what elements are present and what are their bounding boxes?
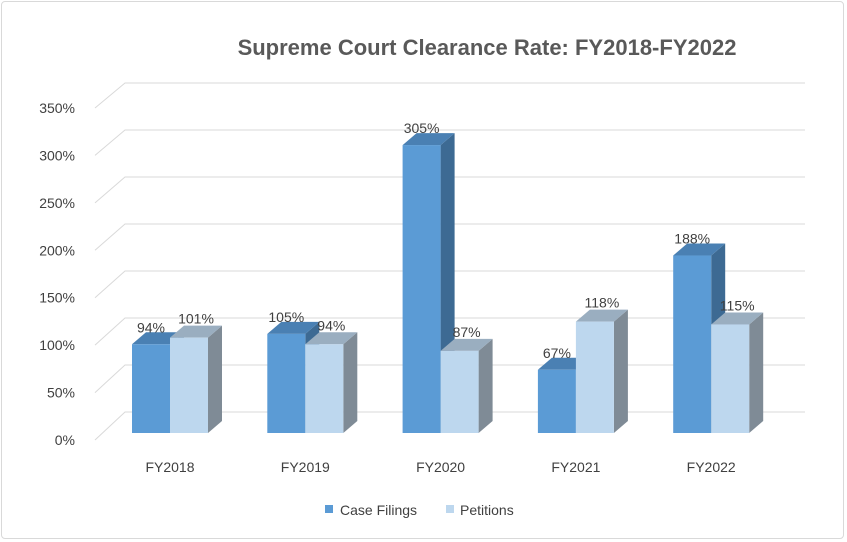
legend-label-case-filings: Case Filings bbox=[340, 502, 417, 518]
bar-top bbox=[673, 243, 726, 256]
bar-petitions bbox=[711, 324, 750, 433]
y-tick-label: 150% bbox=[39, 290, 75, 306]
data-label: 305% bbox=[404, 120, 440, 136]
bar-top bbox=[575, 309, 628, 322]
x-tick-label: FY2020 bbox=[416, 459, 465, 475]
x-tick-label: FY2021 bbox=[551, 459, 600, 475]
legend-swatch-case-filings bbox=[325, 505, 333, 513]
data-label: 87% bbox=[453, 324, 481, 340]
x-axis: FY2018 FY2019 FY2020 FY2021 FY2022 bbox=[145, 459, 735, 475]
legend-swatch-petitions bbox=[446, 505, 454, 513]
bar-side bbox=[208, 325, 222, 433]
gridline bbox=[94, 129, 805, 156]
gridline bbox=[94, 82, 805, 109]
data-label: 94% bbox=[317, 317, 345, 333]
chart-title: Supreme Court Clearance Rate: FY2018-FY2… bbox=[238, 35, 737, 60]
bar-case-filings bbox=[132, 344, 170, 433]
x-tick-label: FY2018 bbox=[145, 459, 194, 475]
bar-side bbox=[613, 309, 628, 433]
y-tick-label: 200% bbox=[39, 242, 75, 258]
y-axis: 0% 50% 100% 150% 200% 250% 300% 350% bbox=[39, 100, 75, 448]
gridline bbox=[94, 176, 805, 204]
legend-label-petitions: Petitions bbox=[460, 502, 514, 518]
gridline bbox=[94, 223, 805, 251]
data-label: 188% bbox=[674, 231, 710, 247]
y-tick-label: 0% bbox=[55, 432, 75, 448]
data-label: 94% bbox=[137, 319, 165, 335]
x-tick-label: FY2019 bbox=[281, 459, 330, 475]
bar-case-filings bbox=[537, 369, 576, 433]
bar-case-filings bbox=[267, 333, 306, 433]
bar-side bbox=[343, 332, 358, 433]
bar-petitions bbox=[440, 350, 479, 433]
legend: Case Filings Petitions bbox=[325, 502, 514, 518]
y-tick-label: 350% bbox=[39, 100, 75, 116]
data-label: 67% bbox=[543, 345, 571, 361]
y-tick-label: 250% bbox=[39, 195, 75, 211]
data-label: 101% bbox=[178, 311, 214, 327]
bar-side bbox=[478, 338, 493, 433]
bar-petitions bbox=[170, 337, 208, 433]
y-tick-label: 100% bbox=[39, 337, 75, 353]
bars: 94% 101% 105% 94% 305% 87% 67% 118% 188% 115% bbox=[132, 120, 764, 433]
bar-top bbox=[305, 332, 358, 345]
x-tick-label: FY2022 bbox=[687, 459, 736, 475]
bar-petitions bbox=[305, 344, 344, 433]
bar-petitions bbox=[575, 321, 614, 433]
bar-top bbox=[711, 312, 764, 325]
y-tick-label: 50% bbox=[47, 385, 75, 401]
bar-case-filings bbox=[402, 145, 441, 433]
data-label: 115% bbox=[720, 297, 755, 313]
bar-top bbox=[170, 325, 222, 338]
bar-side bbox=[749, 312, 764, 433]
data-label: 118% bbox=[585, 295, 620, 311]
gridline bbox=[94, 270, 805, 299]
bar-top bbox=[440, 338, 493, 351]
bar-case-filings bbox=[673, 255, 712, 433]
bar-top bbox=[267, 321, 320, 334]
gridline bbox=[94, 317, 805, 346]
bar-top bbox=[402, 133, 455, 146]
data-label: 105% bbox=[268, 309, 304, 325]
y-tick-label: 300% bbox=[39, 147, 75, 163]
